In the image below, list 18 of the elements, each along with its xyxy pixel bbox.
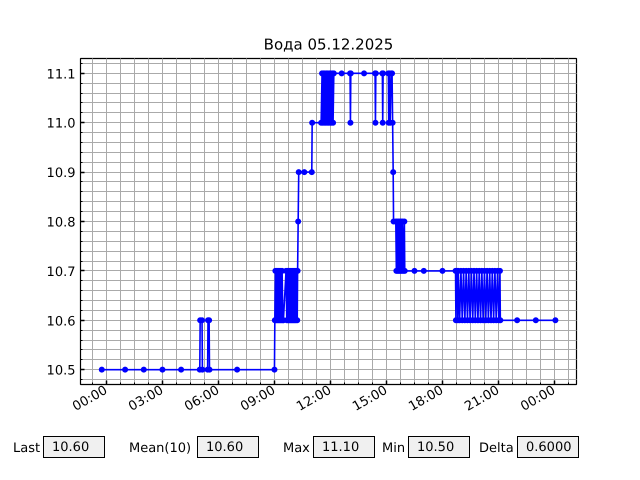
chart-title: Вода 05.12.2025 xyxy=(264,36,394,54)
y-tick-label: 10.5 xyxy=(46,364,76,379)
text: Mean(10) xyxy=(129,440,192,458)
y-tick-label: 10.6 xyxy=(46,314,76,330)
y-tick-label: 11.1 xyxy=(46,67,76,82)
text: Max xyxy=(283,440,310,458)
text: 10.60 xyxy=(197,436,259,458)
text: Delta xyxy=(479,440,514,458)
text: 0.6000 xyxy=(517,436,579,458)
text: 11.10 xyxy=(313,436,375,458)
text: Min xyxy=(382,440,406,458)
y-tick-label: 10.8 xyxy=(46,216,76,230)
text: Last xyxy=(13,440,40,458)
y-tick-label: 11.0 xyxy=(46,116,76,132)
y-tick-label: 10.9 xyxy=(46,166,76,182)
text: 10.50 xyxy=(408,436,470,458)
text: 10.60 xyxy=(43,436,105,458)
y-tick-label: 10.7 xyxy=(46,264,76,280)
